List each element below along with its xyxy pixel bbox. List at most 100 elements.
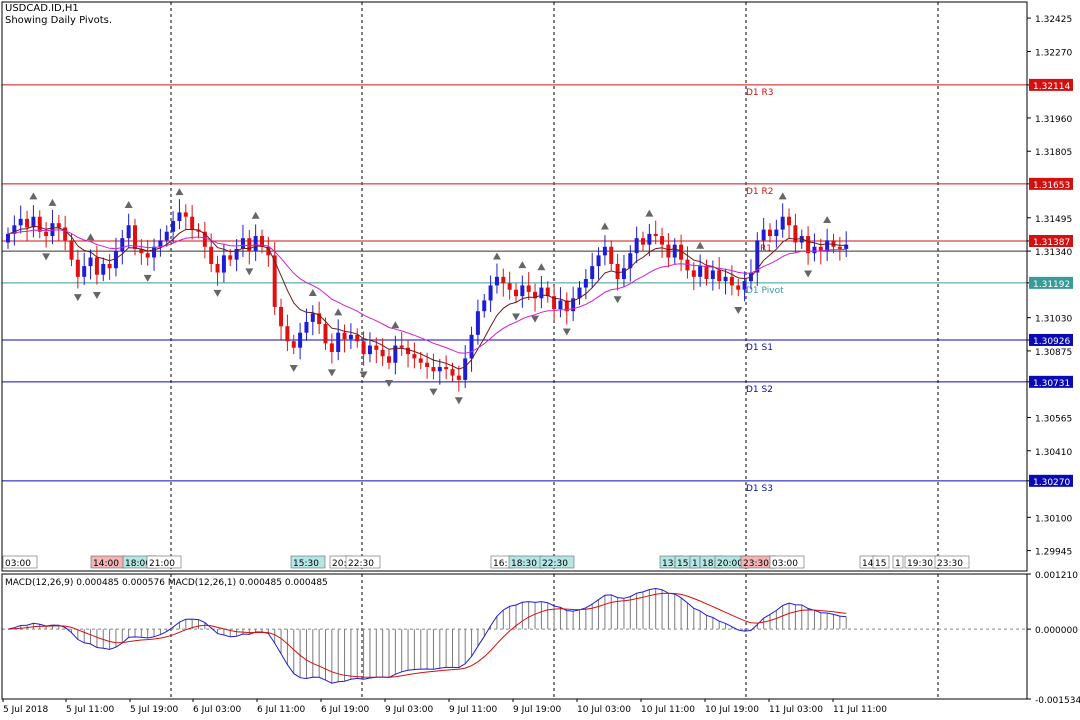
- candle-body: [298, 332, 303, 348]
- candle-body: [139, 248, 144, 254]
- fractal-down-marker: [213, 289, 222, 297]
- candle-body: [152, 246, 157, 258]
- candle-body: [806, 236, 811, 254]
- fractal-down-marker: [512, 313, 520, 321]
- fractal-down-marker: [385, 380, 393, 388]
- candle-body: [780, 216, 785, 230]
- main-grid: [170, 2, 939, 699]
- candle-body: [825, 240, 830, 252]
- candle-body: [717, 270, 722, 282]
- pivot-label: D1 S1: [746, 343, 773, 353]
- session-tag: 23:30: [743, 559, 769, 569]
- candle-body: [329, 343, 334, 352]
- candle-body: [412, 354, 417, 359]
- session-tag: 03:00: [5, 559, 31, 569]
- macd-signal-line: [7, 592, 847, 678]
- candle-body: [380, 349, 385, 357]
- candle-body: [31, 216, 36, 228]
- session-tag: 20:00: [717, 559, 743, 569]
- pivot-label: D1 R3: [746, 88, 774, 98]
- candle-body: [590, 266, 595, 279]
- fractal-up-marker: [251, 211, 260, 219]
- candle-body: [533, 291, 538, 299]
- candle-body: [431, 367, 436, 372]
- session-tag: 14: [862, 559, 874, 569]
- candle-body: [6, 233, 10, 243]
- price-tag: 1.31387: [1033, 238, 1070, 248]
- candle-body: [475, 311, 480, 335]
- candle-body: [253, 236, 258, 252]
- price-tick-label: 1.30565: [1035, 414, 1072, 424]
- candle-body: [774, 229, 779, 237]
- fractal-up-marker: [778, 192, 787, 200]
- time-tick-label: 11 Jul 03:00: [769, 705, 823, 715]
- candle-body: [367, 345, 372, 355]
- candle-body: [387, 356, 391, 363]
- fractal-up-marker: [645, 209, 654, 217]
- candle-body: [215, 263, 220, 273]
- candle-body: [571, 298, 576, 312]
- candle-body: [628, 253, 633, 269]
- fractal-up-marker: [600, 222, 609, 230]
- fractal-down-marker: [804, 270, 813, 278]
- candle-body: [272, 255, 277, 307]
- macd-tick-label: 0.001210: [1035, 571, 1078, 581]
- time-tick-label: 10 Jul 11:00: [641, 705, 695, 715]
- candle-body: [761, 229, 766, 241]
- candle-body: [609, 246, 614, 264]
- time-tick-label: 9 Jul 03:00: [385, 705, 434, 715]
- fractal-up-marker: [537, 263, 546, 271]
- time-axis: 5 Jul 2018 5 Jul 11:00 5 Jul 19:00 6 Jul 03…: [2, 699, 887, 715]
- candle-body: [164, 231, 169, 241]
- price-tick-label: 1.30100: [1035, 514, 1072, 524]
- candle-body: [698, 266, 703, 277]
- time-tick-label: 10 Jul 19:00: [705, 705, 759, 715]
- chart-subtitle: Showing Daily Pivots.: [5, 15, 113, 26]
- candle-body: [94, 257, 99, 275]
- session-tag-box: [892, 555, 904, 569]
- price-tag: 1.30926: [1033, 337, 1070, 347]
- candle-body: [482, 300, 487, 312]
- price-tag-box: [1029, 474, 1073, 487]
- candle-body: [18, 218, 23, 226]
- candle-body: [260, 236, 264, 247]
- candle-body: [660, 236, 665, 245]
- candle-body: [539, 287, 544, 299]
- candle-body: [736, 285, 741, 290]
- time-tick-label: 6 Jul 03:00: [193, 705, 242, 715]
- candle-body: [177, 212, 182, 222]
- candle-body: [641, 238, 645, 245]
- candle-body: [463, 358, 468, 380]
- candle-body: [418, 358, 423, 363]
- fractal-down-marker: [613, 296, 622, 304]
- candle-body: [310, 313, 315, 322]
- price-tick-label: 1.31495: [1035, 215, 1072, 225]
- candle-body: [488, 285, 493, 301]
- fractal-down-marker: [92, 292, 101, 300]
- fractal-up-marker: [175, 188, 184, 196]
- session-tag-box: [872, 555, 890, 569]
- macd-title: MACD(12,26,9) 0.000485 0.000576 MACD(12,…: [5, 578, 328, 588]
- candle-body: [190, 216, 195, 230]
- price-tag-box: [1029, 276, 1073, 289]
- candle-body: [209, 246, 214, 264]
- fractal-up-marker: [29, 192, 38, 200]
- candle-body: [291, 341, 296, 348]
- macd-main-line: [7, 587, 847, 684]
- session-tag: 23:30: [937, 559, 963, 569]
- macd-panel: 0.001210 0.000000 -0.001534: [2, 571, 1080, 706]
- fractal-up-marker: [823, 216, 832, 224]
- candle-body: [514, 289, 518, 297]
- fractal-down-marker: [429, 388, 438, 396]
- price-tag-box: [1029, 234, 1073, 247]
- pivot-label: D1 Pivot: [746, 286, 784, 296]
- price-tick-label: 1.32270: [1035, 48, 1072, 58]
- candle-body: [602, 246, 607, 256]
- candle-body: [348, 334, 353, 340]
- fractal-down-marker: [245, 268, 254, 276]
- chart-symbol: USDCAD.ID,H1: [5, 3, 79, 14]
- candle-body: [494, 276, 499, 286]
- candle-body: [247, 238, 252, 252]
- fractal-down-marker: [734, 307, 743, 315]
- candle-body: [793, 225, 798, 243]
